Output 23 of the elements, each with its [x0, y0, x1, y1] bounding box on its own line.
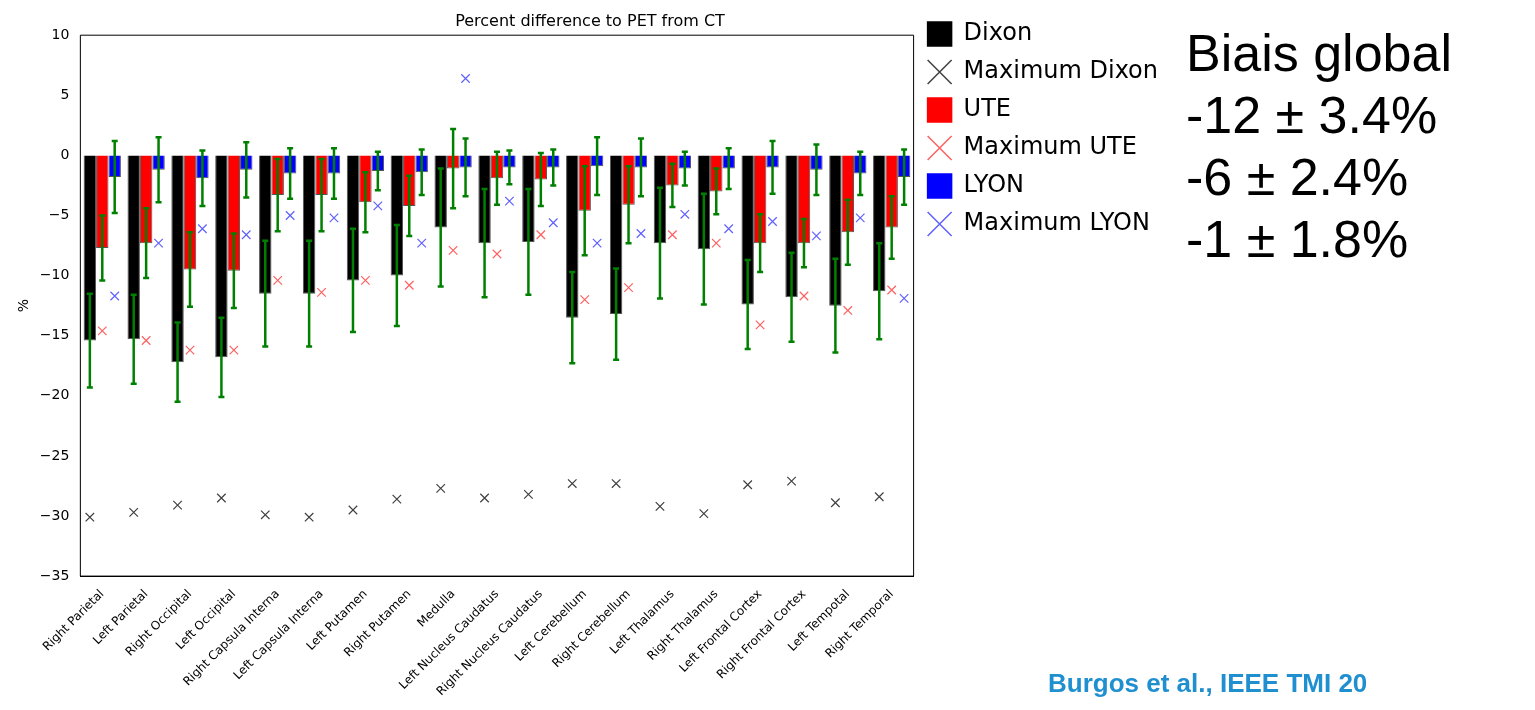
- y-axis-title: %: [15, 298, 32, 313]
- legend-label: Maximum LYON: [963, 208, 1150, 237]
- y-tick-label: 10: [51, 25, 70, 42]
- y-tick-label: −30: [39, 506, 70, 523]
- y-tick-label: −35: [39, 566, 70, 583]
- legend-label: LYON: [963, 170, 1024, 199]
- legend-label: UTE: [963, 94, 1011, 123]
- y-tick-label: −15: [39, 326, 70, 343]
- text: -12 ± 3.4%: [1186, 85, 1439, 146]
- y-tick-label: −25: [39, 446, 70, 463]
- text: -1 ± 1.8%: [1186, 209, 1410, 270]
- text: Biais global: [1186, 23, 1452, 84]
- text: Burgos et al., IEEE TMI 20: [1048, 668, 1368, 699]
- legend-label: Dixon: [963, 18, 1033, 47]
- y-tick-label: 5: [60, 85, 70, 102]
- y-tick-label: −5: [48, 206, 70, 223]
- y-tick-label: −20: [39, 386, 70, 403]
- chart-title: Percent difference to PET from CT: [455, 10, 726, 30]
- y-tick-label: 0: [60, 146, 70, 163]
- legend-label: Maximum UTE: [963, 132, 1137, 161]
- legend-label: Maximum Dixon: [963, 56, 1158, 85]
- y-tick-label: −10: [39, 266, 70, 283]
- text: -6 ± 2.4%: [1186, 147, 1410, 208]
